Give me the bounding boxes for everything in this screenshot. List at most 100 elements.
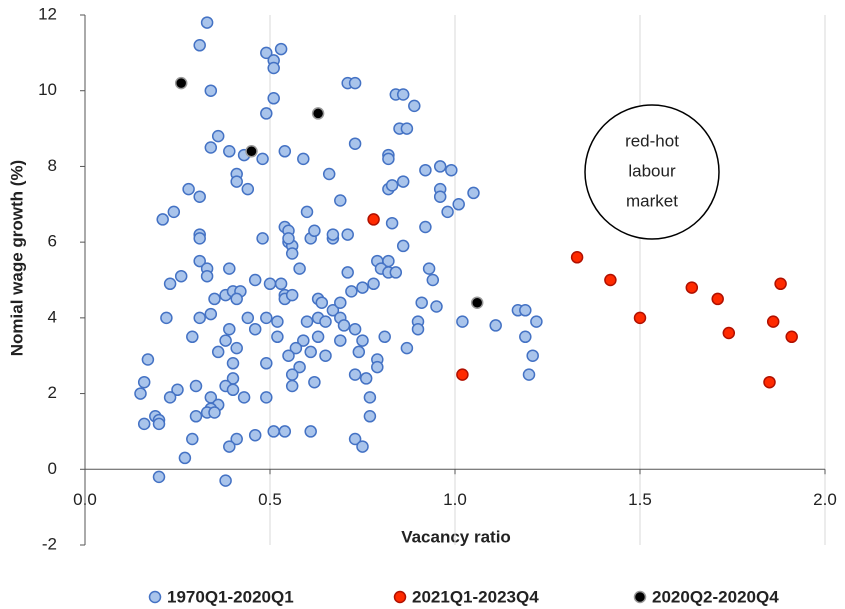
legend-marker: [393, 590, 407, 604]
point: [570, 251, 584, 264]
point: [311, 107, 325, 120]
point: [408, 99, 421, 113]
point: [260, 391, 273, 404]
point: [223, 440, 236, 453]
point: [219, 474, 232, 487]
point: [371, 360, 384, 374]
point: [160, 311, 173, 325]
y-tick-label: 4: [48, 307, 57, 326]
point: [419, 220, 432, 234]
point: [433, 160, 447, 173]
point: [223, 262, 236, 275]
point: [182, 182, 195, 196]
point: [230, 432, 243, 446]
point: [271, 315, 284, 328]
point: [348, 322, 362, 336]
point: [785, 330, 798, 344]
point: [519, 330, 532, 344]
point: [137, 375, 151, 389]
point: [382, 152, 395, 166]
point: [334, 194, 347, 207]
point: [411, 322, 425, 336]
point: [530, 315, 543, 328]
point: [356, 281, 369, 294]
y-tick-label: -2: [42, 534, 57, 553]
y-tick-label: 6: [48, 232, 57, 251]
point: [363, 391, 377, 404]
point: [311, 330, 325, 344]
point: [230, 341, 243, 355]
point: [278, 425, 292, 438]
annotation-text: red-hot: [625, 131, 679, 150]
point: [267, 92, 280, 105]
x-tick-label: 0.5: [258, 490, 282, 509]
point: [230, 292, 243, 306]
point: [193, 232, 206, 245]
point: [722, 326, 736, 340]
point: [174, 269, 188, 283]
point: [308, 375, 321, 389]
annotation-circle: [584, 104, 720, 240]
point: [219, 334, 232, 347]
point: [204, 84, 218, 97]
point: [348, 137, 362, 150]
point: [367, 277, 380, 291]
point: [171, 383, 184, 397]
point: [522, 368, 536, 381]
legend-marker: [633, 590, 647, 604]
point: [348, 76, 362, 90]
point: [441, 205, 454, 219]
point: [519, 304, 532, 317]
point: [711, 292, 724, 306]
y-axis-label: Nomial wage growth (%): [7, 160, 26, 356]
x-tick-label: 1.5: [628, 490, 652, 509]
point: [226, 357, 240, 370]
point: [334, 296, 347, 309]
point: [341, 266, 354, 279]
point: [685, 281, 699, 294]
point: [456, 315, 469, 328]
point: [419, 163, 432, 177]
point: [489, 319, 502, 332]
point: [470, 296, 484, 309]
point: [348, 368, 362, 381]
point: [297, 334, 310, 347]
point: [226, 383, 240, 397]
point: [193, 190, 206, 203]
point: [433, 190, 447, 203]
point: [223, 322, 236, 336]
point: [319, 349, 332, 362]
point: [363, 410, 377, 423]
point: [200, 269, 214, 283]
point: [274, 277, 288, 291]
point: [256, 232, 269, 245]
point: [289, 341, 303, 355]
point: [260, 311, 273, 325]
y-tick-label: 12: [38, 4, 57, 23]
point: [152, 417, 166, 431]
point: [193, 39, 206, 52]
point: [293, 262, 306, 275]
point: [385, 216, 399, 230]
point: [396, 175, 410, 188]
point: [248, 428, 262, 442]
annotation-text: market: [626, 191, 678, 210]
point: [237, 391, 251, 404]
x-tick-label: 1.0: [443, 490, 467, 509]
point: [308, 224, 321, 238]
point: [352, 345, 366, 359]
point: [163, 277, 177, 291]
point: [415, 296, 428, 309]
point: [334, 334, 347, 347]
point: [167, 205, 181, 219]
point: [359, 372, 373, 385]
point: [285, 379, 299, 393]
point: [378, 330, 391, 344]
point: [245, 145, 258, 158]
point: [337, 319, 351, 332]
point: [282, 232, 295, 245]
point: [248, 273, 262, 287]
point: [396, 88, 410, 101]
point: [193, 311, 206, 325]
